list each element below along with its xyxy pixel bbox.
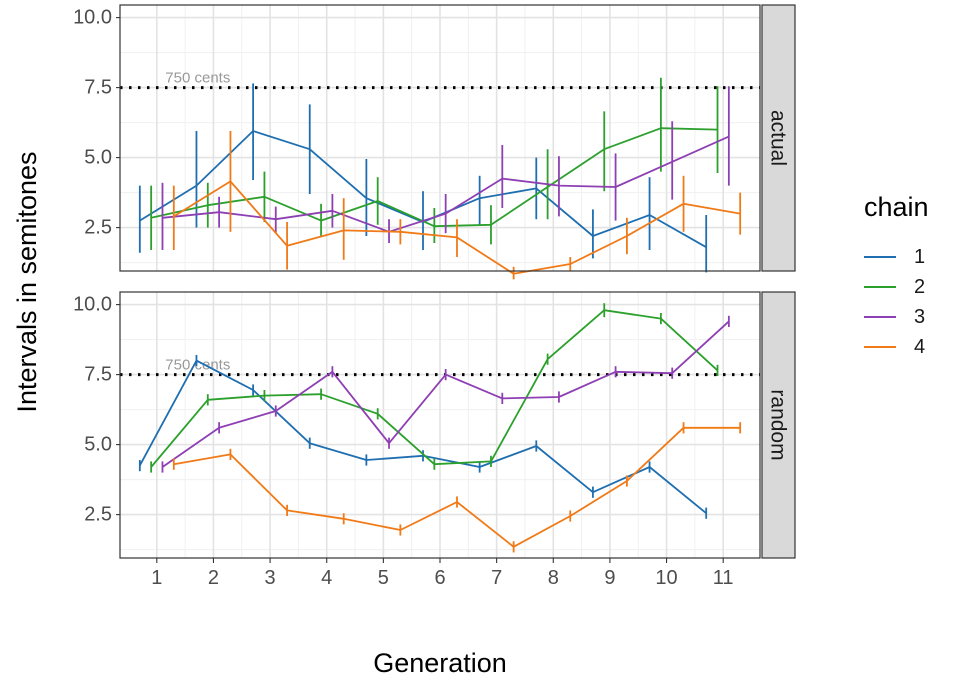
strip-actual-label: actual bbox=[767, 110, 790, 166]
x-tick-label: 1 bbox=[151, 567, 162, 589]
x-tick-label: 11 bbox=[713, 567, 734, 589]
panel-actual-y-tick-label: 10.0 bbox=[73, 7, 112, 29]
panel-actual-y-tick-label: 7.5 bbox=[84, 77, 112, 99]
panel-random: 750 cents 2.5 5.0 7.5 10.0 bbox=[73, 291, 761, 559]
panel-actual-y-tick-labels: 2.5 5.0 7.5 10.0 bbox=[73, 7, 120, 239]
strip-random: random bbox=[761, 291, 796, 559]
strip-actual: actual bbox=[761, 4, 796, 272]
panel-random-grid bbox=[120, 292, 760, 558]
x-axis: 1 2 3 4 5 6 7 8 9 10 11 bbox=[151, 558, 734, 589]
legend-label-4: 4 bbox=[914, 336, 925, 358]
x-axis-title: Generation bbox=[373, 648, 507, 678]
x-tick-label: 4 bbox=[321, 567, 332, 589]
legend-items: 1 2 3 4 bbox=[864, 246, 925, 358]
panel-actual-border bbox=[119, 4, 761, 272]
x-tick-label: 10 bbox=[655, 567, 677, 589]
x-tick-label: 6 bbox=[434, 567, 445, 589]
x-tick-label: 3 bbox=[265, 567, 276, 589]
strip-actual-box bbox=[761, 4, 796, 272]
panel-random-series-2 bbox=[150, 303, 719, 473]
panel-actual-series bbox=[138, 77, 742, 280]
panel-random-series bbox=[138, 303, 742, 553]
legend-label-2: 2 bbox=[914, 276, 925, 298]
panel-actual: 750 cents 2.5 5.0 7.5 10.0 bbox=[73, 4, 761, 280]
panel-random-y-tick-label: 5.0 bbox=[84, 434, 112, 456]
panel-actual-y-tick-label: 2.5 bbox=[84, 217, 112, 239]
panel-random-y-tick-label: 10.0 bbox=[73, 294, 112, 316]
panel-random-y-tick-label: 7.5 bbox=[84, 364, 112, 386]
panel-actual-y-tick-label: 5.0 bbox=[84, 147, 112, 169]
legend-label-3: 3 bbox=[914, 306, 925, 328]
legend-label-1: 1 bbox=[914, 246, 925, 268]
panel-random-y-tick-labels: 2.5 5.0 7.5 10.0 bbox=[73, 294, 120, 526]
legend: chain 1 2 3 4 bbox=[864, 192, 929, 358]
strip-random-label: random bbox=[767, 389, 790, 460]
panel-actual-series-3 bbox=[161, 86, 730, 250]
strip-random-box bbox=[761, 291, 796, 559]
panel-random-y-tick-label: 2.5 bbox=[84, 504, 112, 526]
y-axis-title: Intervals in semitones bbox=[12, 151, 42, 412]
x-tick-label: 9 bbox=[604, 567, 615, 589]
panel-actual-reference: 750 cents bbox=[120, 70, 760, 90]
panel-actual-reference-label: 750 cents bbox=[165, 70, 230, 87]
panel-random-reference-label: 750 cents bbox=[165, 357, 230, 374]
x-tick-label: 7 bbox=[491, 567, 502, 589]
legend-title: chain bbox=[864, 192, 929, 222]
panel-actual-series-4 bbox=[172, 131, 742, 280]
x-tick-label: 8 bbox=[548, 567, 559, 589]
panel-random-series-1 bbox=[138, 355, 708, 519]
x-tick-label: 2 bbox=[208, 567, 219, 589]
panel-random-series-4 bbox=[172, 422, 742, 553]
panel-random-series-3 bbox=[161, 315, 730, 473]
x-tick-label: 5 bbox=[378, 567, 389, 589]
